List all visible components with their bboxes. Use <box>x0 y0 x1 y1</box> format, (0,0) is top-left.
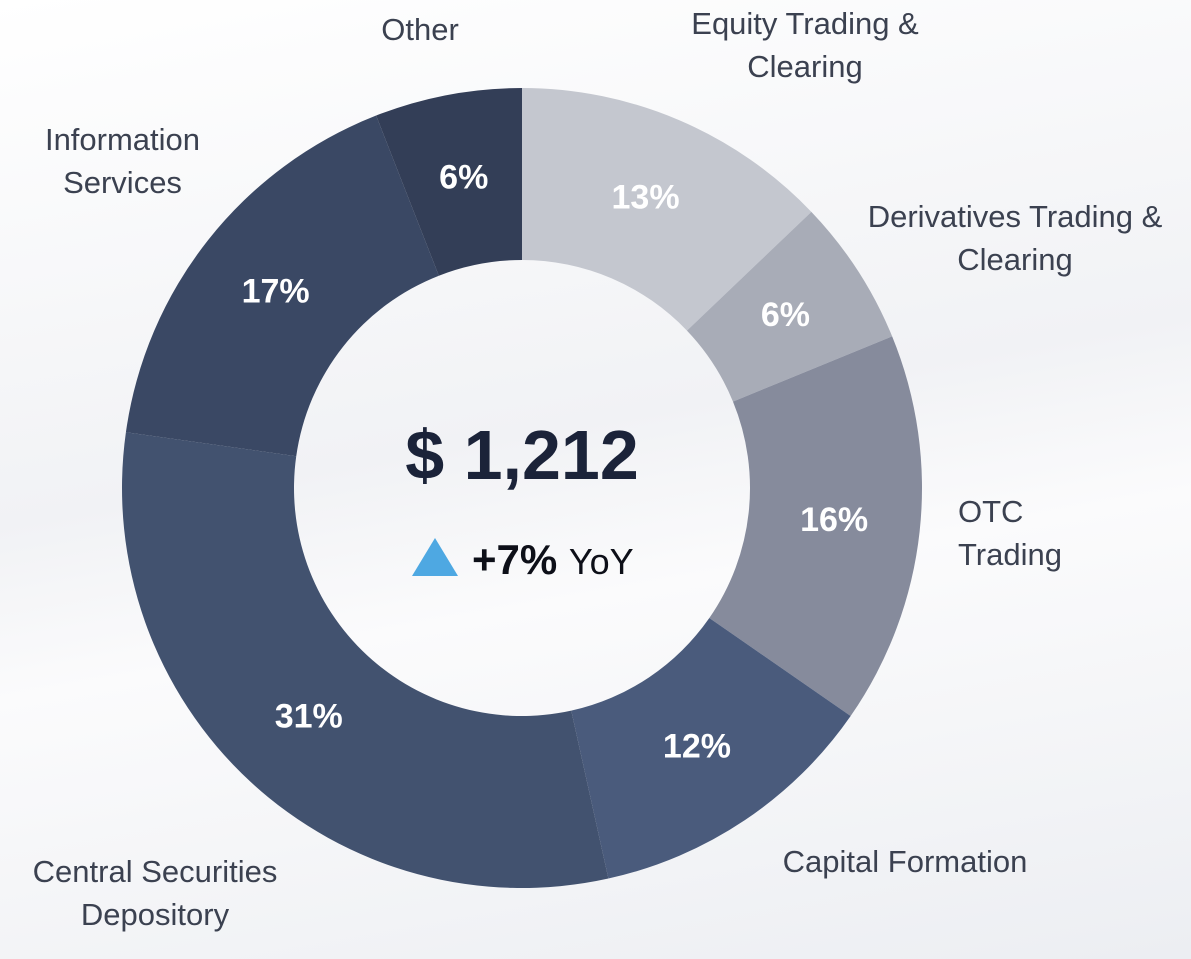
data-label: 17% <box>242 272 310 310</box>
data-label: 31% <box>275 697 343 735</box>
change-unit: YoY <box>568 541 634 582</box>
category-label: Capital Formation <box>782 844 1028 879</box>
category-label: OTC Trading <box>958 494 1062 573</box>
data-label: 13% <box>612 178 680 216</box>
donut-segment <box>522 88 812 331</box>
category-label: Information Services <box>44 122 201 201</box>
data-label: 16% <box>800 501 868 539</box>
donut-segment <box>121 432 609 888</box>
data-label: 6% <box>439 158 488 196</box>
donut-segment <box>376 88 522 276</box>
category-label: Equity Trading & Clearing <box>691 6 919 85</box>
category-label: Derivatives Trading & Clearing <box>867 199 1163 278</box>
donut-segment <box>571 617 851 879</box>
change-row: +7% YoY <box>322 530 722 584</box>
category-label: Other <box>381 12 459 47</box>
change: +7% <box>472 536 558 583</box>
up-triangle <box>412 538 459 576</box>
donut-segment <box>686 211 893 402</box>
donut-segment <box>709 336 922 717</box>
data-label: 6% <box>761 296 810 334</box>
center-value: $ 1,212 <box>405 416 639 494</box>
category-label: Central Securities Depository <box>32 854 278 933</box>
data-label: 12% <box>663 728 731 766</box>
donut-segment <box>125 115 439 457</box>
